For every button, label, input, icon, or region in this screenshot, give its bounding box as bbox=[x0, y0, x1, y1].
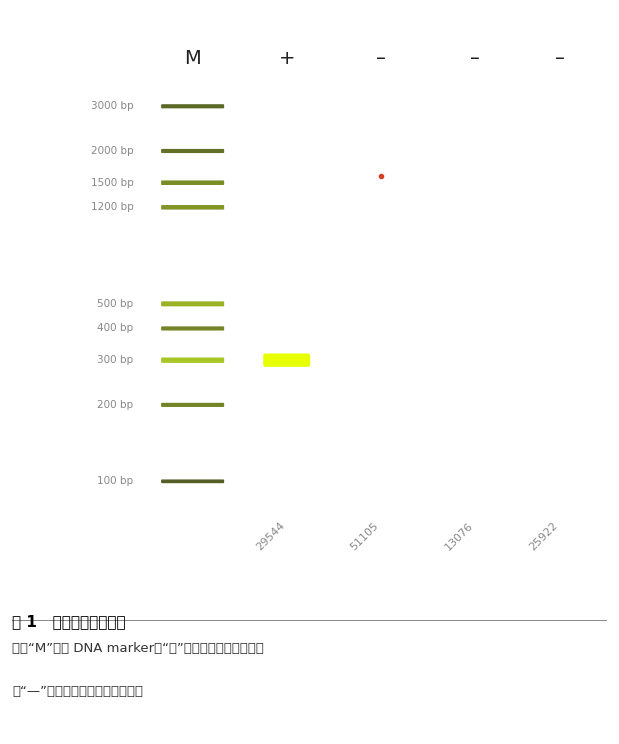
Text: +: + bbox=[279, 48, 295, 68]
Text: 2000 bp: 2000 bp bbox=[91, 146, 134, 156]
Text: –: – bbox=[470, 48, 480, 68]
FancyBboxPatch shape bbox=[263, 353, 310, 367]
Text: 300 bp: 300 bp bbox=[97, 355, 134, 365]
Text: 1500 bp: 1500 bp bbox=[91, 178, 134, 187]
FancyBboxPatch shape bbox=[161, 479, 224, 483]
Text: 13076: 13076 bbox=[443, 521, 475, 552]
Text: 51105: 51105 bbox=[349, 521, 381, 552]
Text: 200 bp: 200 bp bbox=[97, 400, 134, 410]
FancyBboxPatch shape bbox=[161, 403, 224, 407]
Text: 3000 bp: 3000 bp bbox=[91, 101, 134, 112]
Text: 29544: 29544 bbox=[254, 521, 287, 553]
Text: –: – bbox=[376, 48, 386, 68]
Text: 图 1   阳性对照反应产物: 图 1 阳性对照反应产物 bbox=[12, 614, 126, 629]
FancyBboxPatch shape bbox=[161, 180, 224, 185]
Text: –: – bbox=[555, 48, 565, 68]
Text: M: M bbox=[184, 48, 201, 68]
FancyBboxPatch shape bbox=[161, 104, 224, 109]
FancyBboxPatch shape bbox=[161, 357, 224, 363]
Text: 400 bp: 400 bp bbox=[97, 324, 134, 333]
FancyBboxPatch shape bbox=[161, 327, 224, 330]
FancyBboxPatch shape bbox=[161, 301, 224, 307]
Text: 注：“M”表示 DNA marker；“＋”表示结果为克罗诺杆菌: 注：“M”表示 DNA marker；“＋”表示结果为克罗诺杆菌 bbox=[12, 642, 264, 655]
FancyBboxPatch shape bbox=[161, 205, 224, 210]
Text: 500 bp: 500 bp bbox=[97, 299, 134, 309]
Text: 1200 bp: 1200 bp bbox=[91, 202, 134, 212]
Text: 100 bp: 100 bp bbox=[97, 476, 134, 487]
FancyBboxPatch shape bbox=[161, 149, 224, 153]
Text: ；“—”表示结果为非克罗诺杆菌。: ；“—”表示结果为非克罗诺杆菌。 bbox=[12, 684, 144, 698]
Text: 25922: 25922 bbox=[527, 521, 560, 553]
